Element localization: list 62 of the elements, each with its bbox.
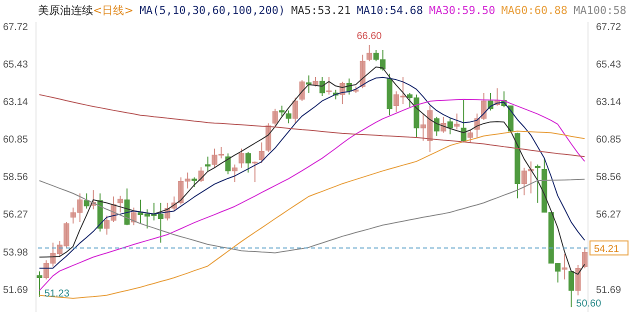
text: MA100:58 bbox=[573, 4, 626, 17]
candlestick bbox=[279, 105, 285, 117]
ref-line-label: 54.21 bbox=[594, 244, 620, 255]
line-series bbox=[38, 94, 586, 158]
chart-subtitle: <日线> bbox=[93, 4, 134, 17]
candlestick bbox=[582, 246, 588, 269]
candlestick bbox=[292, 97, 298, 124]
text: MA60:60.88 bbox=[501, 4, 568, 17]
y2-tick-label: 67.72 bbox=[596, 22, 622, 34]
text: MA10:54.68 bbox=[356, 4, 423, 17]
candlestick bbox=[575, 264, 581, 296]
candlestick bbox=[562, 253, 568, 280]
candlestick bbox=[245, 151, 251, 174]
candlestick bbox=[205, 156, 211, 172]
legend-title: MA(5,10,30,60,100,200) bbox=[139, 4, 286, 17]
candlestick bbox=[312, 76, 318, 88]
candlestick bbox=[272, 108, 278, 126]
candlestick bbox=[534, 164, 540, 204]
line-series bbox=[38, 178, 586, 254]
chart-title: 美原油连续 bbox=[38, 4, 93, 17]
candlestick bbox=[238, 148, 244, 168]
candlestick bbox=[447, 118, 453, 135]
candlestick bbox=[468, 128, 474, 143]
candlestick bbox=[454, 113, 460, 130]
y-tick-label: 56.27 bbox=[2, 210, 28, 221]
candlestick bbox=[36, 270, 42, 298]
y2-tick-label: 60.85 bbox=[596, 134, 622, 146]
candlestick bbox=[434, 116, 440, 136]
annotation: 51.23 bbox=[44, 288, 70, 300]
y2-tick-label: 63.14 bbox=[596, 97, 622, 108]
candlestick bbox=[225, 152, 231, 175]
text: MA30:59.50 bbox=[428, 4, 496, 17]
text: MA5:53.21 bbox=[291, 4, 351, 17]
y2-tick-label: 51.69 bbox=[596, 284, 622, 296]
y2-tick-label: 58.56 bbox=[596, 172, 622, 184]
candlestick bbox=[366, 44, 372, 62]
y-tick-label: 65.43 bbox=[2, 60, 28, 71]
y-tick-label: 63.14 bbox=[2, 97, 28, 108]
candlestick bbox=[286, 110, 292, 124]
candlestick bbox=[460, 98, 466, 143]
y-tick-label: 67.72 bbox=[2, 22, 28, 34]
candlestick bbox=[84, 192, 90, 210]
annotation: 66.60 bbox=[356, 30, 382, 42]
candlestick bbox=[299, 80, 305, 102]
candlestick bbox=[130, 207, 136, 226]
y-tick-label: 53.98 bbox=[2, 247, 28, 258]
y-tick-label: 51.69 bbox=[2, 284, 28, 296]
y2-tick-label: 56.27 bbox=[596, 210, 622, 221]
line-series bbox=[38, 98, 586, 292]
candlestick bbox=[326, 76, 332, 96]
y-tick-label: 60.85 bbox=[2, 134, 28, 146]
candlestick bbox=[232, 164, 238, 183]
candlestick bbox=[192, 176, 198, 188]
candlestick bbox=[440, 116, 446, 134]
candlestick bbox=[252, 160, 258, 183]
y-tick-label: 58.56 bbox=[2, 172, 28, 184]
candlestick bbox=[319, 76, 325, 97]
candlestick bbox=[118, 195, 124, 213]
candlestick bbox=[568, 270, 574, 308]
candlestick bbox=[258, 142, 264, 164]
annotation: 50.60 bbox=[576, 298, 602, 310]
y2-tick-label: 65.43 bbox=[596, 60, 622, 71]
